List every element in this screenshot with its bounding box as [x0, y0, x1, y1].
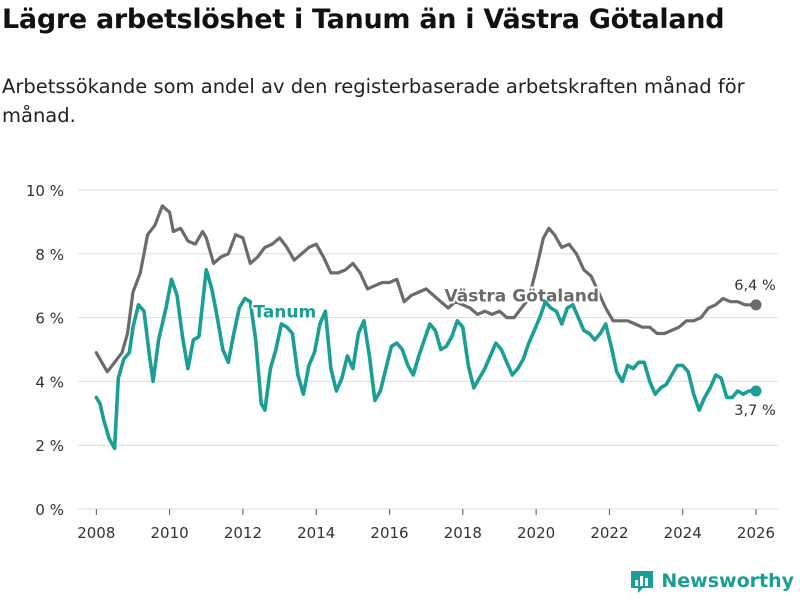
- line-chart: 0 % 2 % 4 % 6 % 8 % 10 % 2008 2010 2012 2014 2016 2…: [26, 182, 778, 542]
- series-line-tanum: [94, 268, 758, 451]
- x-tick-label: 2016: [370, 524, 408, 542]
- x-tick-label: 2024: [664, 524, 702, 542]
- x-tick-label: 2008: [77, 524, 115, 542]
- x-tick-label: 2012: [224, 524, 262, 542]
- x-tick-label: 2010: [151, 524, 189, 542]
- chart-title: Lägre arbetslöshet i Tanum än i Västra G…: [2, 4, 725, 35]
- y-tick-label: 8 %: [35, 246, 64, 264]
- y-tick-label: 0 %: [35, 501, 64, 519]
- brand-name: Newsworthy: [661, 570, 794, 592]
- x-tick-label: 2020: [517, 524, 555, 542]
- end-value-label-vastra-gotaland: 6,4 %: [734, 278, 775, 294]
- y-tick-label: 2 %: [35, 437, 64, 455]
- x-tick-label: 2014: [297, 524, 335, 542]
- x-tick-label: 2026: [737, 524, 775, 542]
- brand-logo: Newsworthy: [629, 568, 794, 594]
- series-label-vastra-gotaland: Västra Götaland: [444, 287, 599, 307]
- newsworthy-icon: [631, 571, 654, 593]
- y-tick-label: 6 %: [35, 310, 64, 328]
- series-line-vastra-gotaland: [94, 204, 758, 374]
- y-tick-label: 10 %: [26, 182, 64, 200]
- x-tick-label: 2018: [444, 524, 482, 542]
- series-label-tanum: Tanum: [253, 303, 316, 323]
- chart-subtitle: Arbetssökande som andel av den registerb…: [2, 75, 745, 127]
- end-value-label-tanum: 3,7 %: [734, 403, 775, 419]
- end-point-tanum: [750, 385, 762, 397]
- x-tick-label: 2022: [590, 524, 628, 542]
- end-point-vastra-gotaland: [750, 299, 762, 311]
- y-tick-label: 4 %: [35, 373, 64, 391]
